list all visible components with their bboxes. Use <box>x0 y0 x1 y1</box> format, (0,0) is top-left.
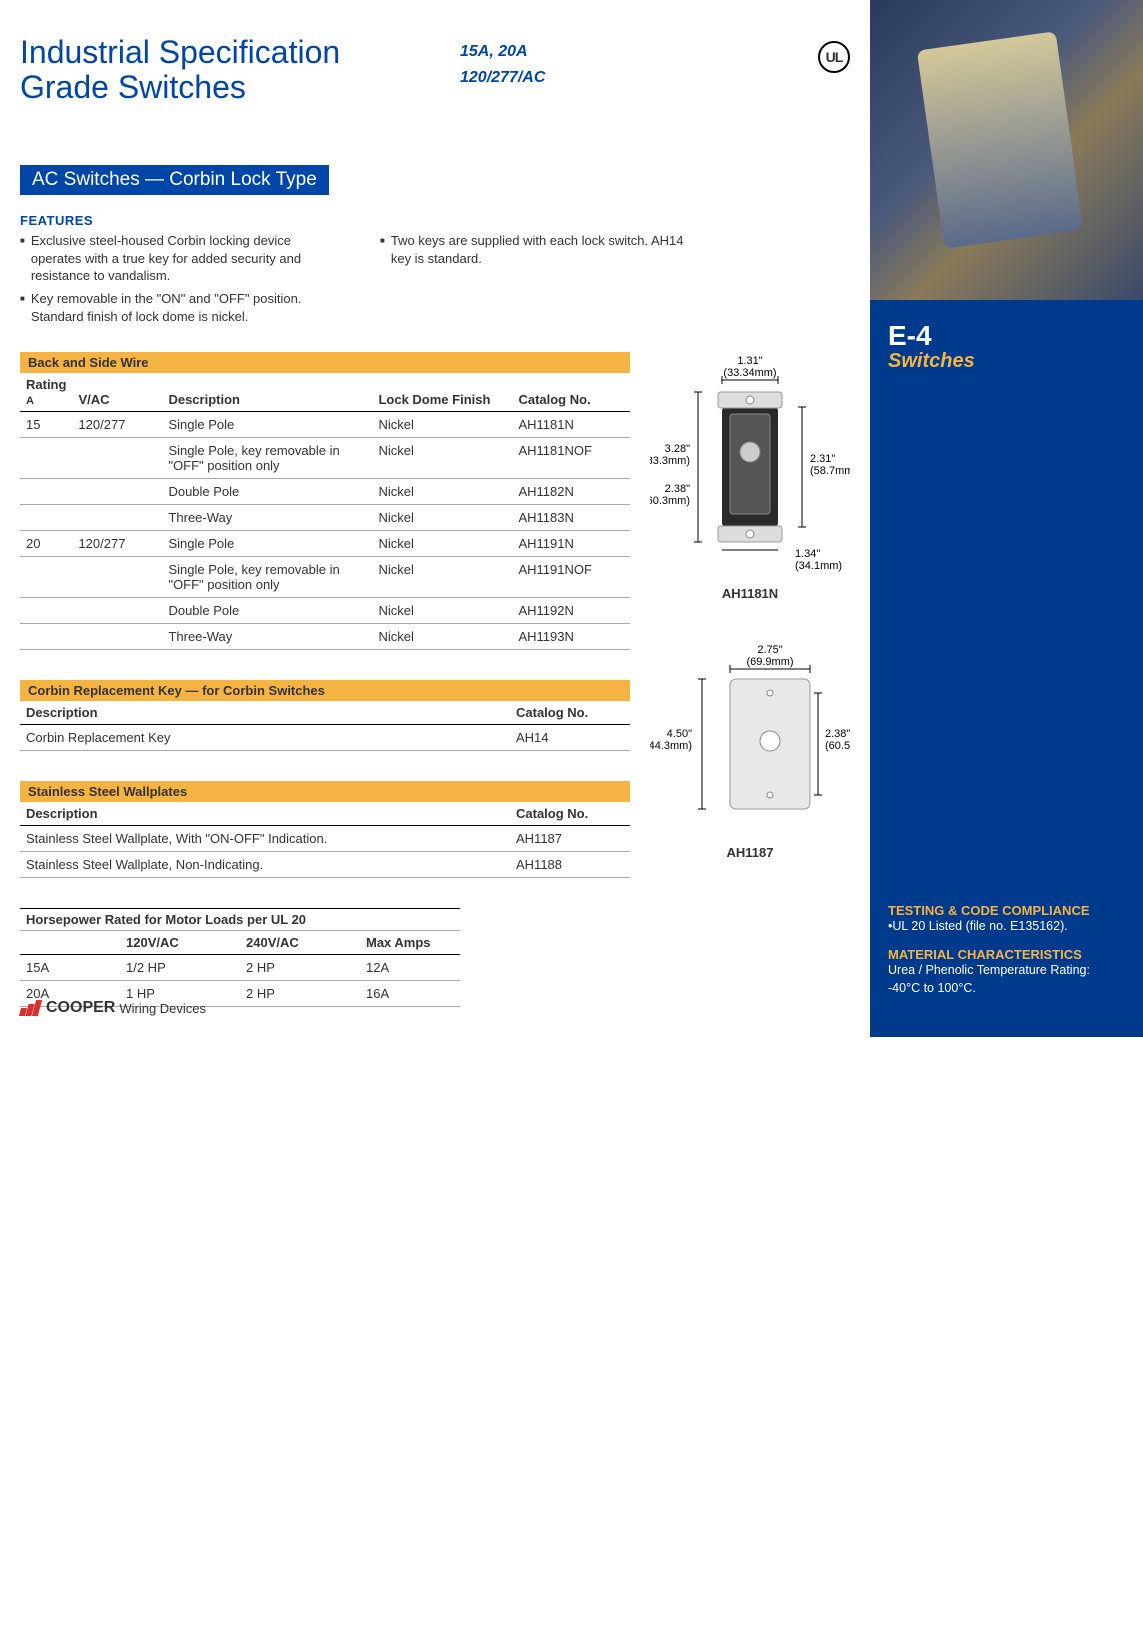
svg-text:(83.3mm): (83.3mm) <box>650 455 690 467</box>
table-row: Corbin Replacement KeyAH14 <box>20 725 630 751</box>
svg-text:(60.3mm): (60.3mm) <box>650 495 690 507</box>
table-row: 20120/277Single PoleNickelAH1191N <box>20 531 630 557</box>
svg-text:(144.3mm): (144.3mm) <box>650 740 692 752</box>
table-row: Double PoleNickelAH1182N <box>20 479 630 505</box>
feature-item: Key removable in the "ON" and "OFF" posi… <box>20 290 340 325</box>
logo-icon <box>20 1000 40 1016</box>
svg-text:2.75": 2.75" <box>757 644 782 656</box>
material-heading: MATERIAL CHARACTERISTICS <box>888 947 1125 962</box>
table-replacement-key: Corbin Replacement Key — for Corbin Swit… <box>20 680 630 751</box>
svg-text:2.31": 2.31" <box>810 453 835 465</box>
svg-text:4.50": 4.50" <box>667 728 692 740</box>
features-list: Exclusive steel-housed Corbin locking de… <box>20 232 850 330</box>
section-code: E-4 <box>888 320 1125 352</box>
brand-name: COOPER <box>46 999 115 1017</box>
table-row: Double PoleNickelAH1192N <box>20 598 630 624</box>
table-row: Single Pole, key removable in "OFF" posi… <box>20 557 630 598</box>
header-row: Industrial Specification Grade Switches … <box>20 35 850 105</box>
diagram-label: AH1187 <box>650 845 850 860</box>
svg-text:(60.5mm): (60.5mm) <box>825 740 850 752</box>
table-row: Stainless Steel Wallplate, Non-Indicatin… <box>20 852 630 878</box>
diagram-label: AH1181N <box>650 586 850 601</box>
table-row: Three-WayNickelAH1183N <box>20 505 630 531</box>
svg-text:(33.34mm): (33.34mm) <box>723 367 776 379</box>
material-text: Urea / Phenolic Temperature Rating: -40°… <box>888 962 1125 997</box>
compliance-heading: TESTING & CODE COMPLIANCE <box>888 903 1125 918</box>
svg-text:(69.9mm): (69.9mm) <box>746 656 793 668</box>
ul-listed-icon: UL <box>818 41 850 73</box>
table-wallplates: Stainless Steel Wallplates Description C… <box>20 781 630 878</box>
rating-line-2: 120/277/AC <box>460 69 545 87</box>
table-title: Horsepower Rated for Motor Loads per UL … <box>20 909 460 931</box>
table-row: 15A1/2 HP2 HP12A <box>20 955 460 981</box>
svg-text:3.28": 3.28" <box>665 443 690 455</box>
footer-logo: COOPER Wiring Devices <box>20 999 206 1017</box>
table-row: Single Pole, key removable in "OFF" posi… <box>20 438 630 479</box>
table-title: Corbin Replacement Key — for Corbin Swit… <box>20 680 630 701</box>
svg-text:(34.1mm): (34.1mm) <box>795 560 842 572</box>
table-back-side-wire: Back and Side Wire RatingA V/AC Descript… <box>20 352 630 650</box>
section-heading: AC Switches — Corbin Lock Type <box>20 165 329 195</box>
page-title: Industrial Specification Grade Switches <box>20 35 400 105</box>
svg-text:1.34": 1.34" <box>795 548 820 560</box>
table-horsepower: Horsepower Rated for Motor Loads per UL … <box>20 908 460 1007</box>
diagram-wallplate: 2.75" (69.9mm) 4.50" (144.3mm) <box>650 641 850 860</box>
feature-item: Exclusive steel-housed Corbin locking de… <box>20 232 340 285</box>
table-row: 15120/277Single PoleNickelAH1181N <box>20 412 630 438</box>
compliance-text: •UL 20 Listed (file no. E135162). <box>888 918 1125 936</box>
svg-text:2.38": 2.38" <box>825 728 850 740</box>
feature-item: Two keys are supplied with each lock swi… <box>380 232 700 267</box>
rating-block: 15A, 20A 120/277/AC <box>460 35 545 87</box>
rating-line-1: 15A, 20A <box>460 43 545 61</box>
table-title: Stainless Steel Wallplates <box>20 781 630 802</box>
svg-text:2.38": 2.38" <box>665 483 690 495</box>
features-heading: FEATURES <box>20 213 850 228</box>
table-title: Back and Side Wire <box>20 352 630 373</box>
diagram-switch: 1.31" (33.34mm) 3.28 <box>650 352 850 601</box>
section-name: Switches <box>888 350 1125 373</box>
brand-sub: Wiring Devices <box>119 1001 206 1016</box>
sidebar-panel: E-4 Switches TESTING & CODE COMPLIANCE •… <box>870 300 1143 1037</box>
table-row: Three-WayNickelAH1193N <box>20 624 630 650</box>
svg-text:1.31": 1.31" <box>737 355 762 367</box>
sidebar-product-image <box>870 0 1143 300</box>
svg-text:(58.7mm): (58.7mm) <box>810 465 850 477</box>
table-row: Stainless Steel Wallplate, With "ON-OFF"… <box>20 826 630 852</box>
